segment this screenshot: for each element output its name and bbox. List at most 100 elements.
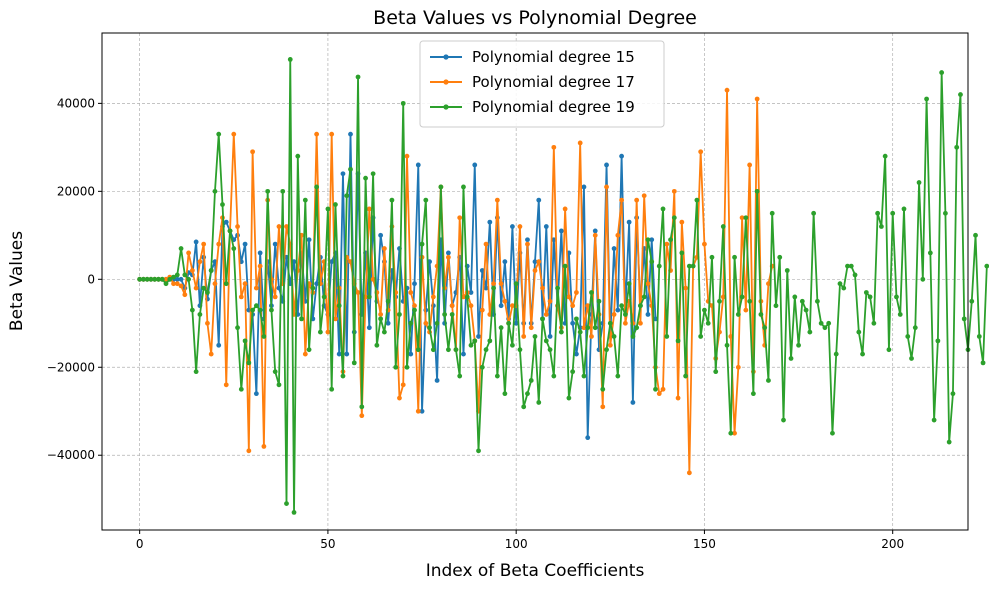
- data-point: [510, 303, 515, 309]
- data-point: [438, 184, 444, 190]
- data-point: [626, 281, 632, 287]
- data-point: [750, 391, 756, 397]
- data-point: [645, 312, 651, 317]
- data-point: [513, 320, 519, 326]
- data-point: [924, 96, 929, 102]
- data-point: [589, 290, 594, 295]
- data-point: [604, 184, 609, 190]
- data-point: [641, 294, 647, 300]
- data-point: [400, 382, 406, 388]
- data-point: [532, 268, 538, 273]
- data-point: [547, 334, 553, 339]
- data-point: [592, 228, 598, 234]
- data-point: [510, 342, 515, 348]
- data-point: [186, 276, 192, 282]
- data-point: [212, 281, 218, 287]
- data-point: [536, 259, 542, 265]
- data-point: [302, 197, 308, 203]
- data-point: [536, 197, 542, 203]
- data-point: [732, 254, 737, 260]
- data-point: [619, 153, 624, 159]
- data-point: [705, 320, 711, 326]
- data-point: [547, 298, 553, 304]
- data-point: [208, 268, 214, 273]
- data-point: [660, 386, 666, 392]
- data-point: [743, 307, 749, 313]
- data-point: [208, 351, 214, 357]
- data-point: [502, 391, 508, 397]
- data-point: [446, 250, 451, 256]
- data-point: [261, 334, 267, 339]
- data-point: [148, 276, 154, 282]
- x-tick-label: 150: [693, 537, 716, 551]
- data-point: [333, 316, 338, 322]
- data-point: [430, 347, 436, 353]
- data-point: [890, 210, 896, 216]
- series-3: [137, 56, 989, 515]
- data-point: [178, 246, 184, 251]
- data-point: [645, 237, 651, 243]
- data-point: [201, 241, 207, 247]
- data-point: [525, 241, 530, 247]
- data-point: [355, 290, 361, 295]
- data-point: [340, 373, 346, 379]
- data-point: [841, 285, 847, 291]
- data-point: [370, 171, 376, 177]
- data-point: [329, 386, 335, 392]
- data-point: [381, 246, 387, 251]
- data-point: [141, 276, 146, 282]
- data-point: [446, 347, 451, 353]
- data-point: [581, 373, 587, 379]
- data-point: [461, 184, 466, 190]
- data-point: [423, 197, 429, 203]
- data-point: [604, 162, 609, 168]
- data-point: [943, 210, 948, 216]
- data-point: [457, 215, 463, 221]
- data-point: [984, 263, 989, 269]
- data-point: [144, 276, 150, 282]
- data-point: [434, 378, 440, 383]
- data-point: [958, 92, 963, 97]
- data-point: [389, 197, 395, 203]
- data-point: [897, 312, 903, 317]
- data-point: [242, 281, 248, 287]
- data-point: [773, 303, 779, 309]
- data-point: [863, 290, 869, 295]
- data-point: [257, 250, 263, 256]
- data-point: [528, 378, 534, 383]
- data-point: [611, 334, 617, 339]
- data-point: [374, 342, 380, 348]
- data-point: [856, 329, 862, 335]
- data-point: [901, 206, 907, 212]
- data-point: [385, 298, 391, 304]
- data-point: [174, 281, 180, 287]
- data-point: [423, 320, 429, 326]
- data-point: [359, 404, 365, 410]
- data-point: [419, 241, 425, 247]
- data-point: [310, 285, 316, 291]
- legend-marker: [443, 54, 449, 60]
- data-point: [178, 283, 184, 289]
- data-point: [163, 276, 169, 282]
- data-point: [276, 224, 282, 229]
- data-point: [476, 334, 481, 339]
- data-point: [570, 320, 576, 326]
- data-point: [366, 206, 372, 212]
- data-point: [803, 307, 809, 313]
- data-point: [762, 325, 768, 331]
- data-point: [412, 303, 417, 309]
- data-point: [412, 307, 417, 313]
- data-point: [728, 430, 734, 436]
- data-point: [178, 276, 184, 282]
- data-point: [137, 276, 143, 282]
- data-point: [510, 224, 515, 229]
- data-point: [197, 259, 203, 265]
- data-point: [649, 237, 655, 243]
- data-point: [348, 166, 353, 172]
- data-point: [238, 386, 244, 392]
- data-point: [826, 320, 832, 326]
- data-point: [468, 303, 474, 309]
- data-point: [246, 360, 252, 366]
- data-point: [540, 285, 545, 291]
- data-point: [329, 131, 335, 137]
